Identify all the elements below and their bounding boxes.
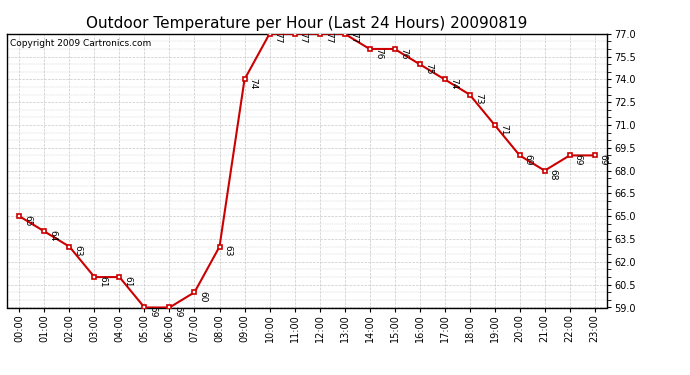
Text: 63: 63 [74, 245, 83, 257]
Text: 77: 77 [348, 32, 357, 44]
Text: 76: 76 [374, 48, 383, 59]
Text: 61: 61 [99, 276, 108, 287]
Text: 59: 59 [174, 306, 183, 318]
Text: 69: 69 [599, 154, 608, 165]
Text: 69: 69 [524, 154, 533, 165]
Text: 71: 71 [499, 124, 508, 135]
Text: 73: 73 [474, 93, 483, 105]
Text: 76: 76 [399, 48, 408, 59]
Text: 69: 69 [574, 154, 583, 165]
Text: 61: 61 [124, 276, 132, 287]
Text: 77: 77 [274, 32, 283, 44]
Text: 77: 77 [299, 32, 308, 44]
Text: 63: 63 [224, 245, 233, 257]
Text: 74: 74 [248, 78, 257, 89]
Text: 64: 64 [48, 230, 57, 242]
Title: Outdoor Temperature per Hour (Last 24 Hours) 20090819: Outdoor Temperature per Hour (Last 24 Ho… [86, 16, 528, 31]
Text: 75: 75 [424, 63, 433, 74]
Text: 74: 74 [448, 78, 457, 89]
Text: 77: 77 [324, 32, 333, 44]
Text: 65: 65 [23, 215, 32, 226]
Text: 60: 60 [199, 291, 208, 302]
Text: Copyright 2009 Cartronics.com: Copyright 2009 Cartronics.com [10, 39, 151, 48]
Text: 59: 59 [148, 306, 157, 318]
Text: 68: 68 [549, 169, 558, 181]
